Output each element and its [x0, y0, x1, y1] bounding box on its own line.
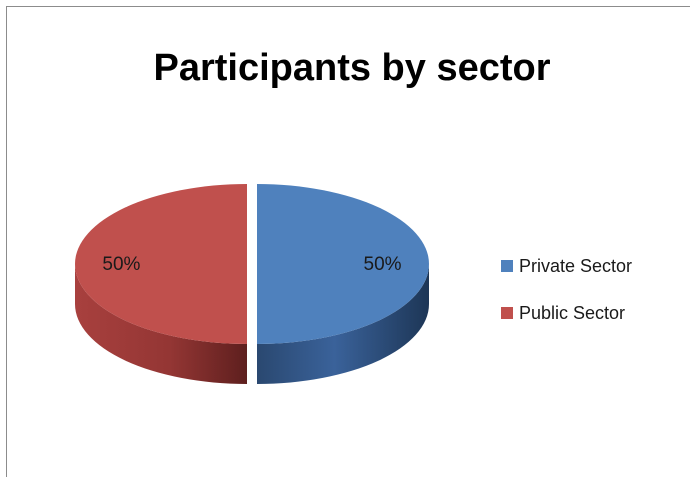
legend-label-private-sector: Private Sector [519, 256, 632, 276]
pie-slice-private-sector [257, 184, 429, 384]
legend-swatch-public-sector [501, 307, 513, 319]
pie-slices [75, 184, 429, 384]
data-label-public-sector: 50% [102, 254, 140, 275]
legend: Private Sector Public Sector [501, 256, 632, 323]
pie-slice-top [75, 184, 247, 344]
pie-slice-top [257, 184, 429, 344]
pie-slice-public-sector [75, 184, 247, 384]
pie-slice-side [75, 264, 247, 384]
chart-title: Participants by sector [153, 47, 550, 89]
data-labels: 50% 50% [102, 254, 401, 275]
legend-swatch-private-sector [501, 260, 513, 272]
data-label-private-sector: 50% [364, 254, 402, 275]
pie-slice-side [257, 264, 429, 384]
legend-label-public-sector: Public Sector [519, 303, 625, 323]
